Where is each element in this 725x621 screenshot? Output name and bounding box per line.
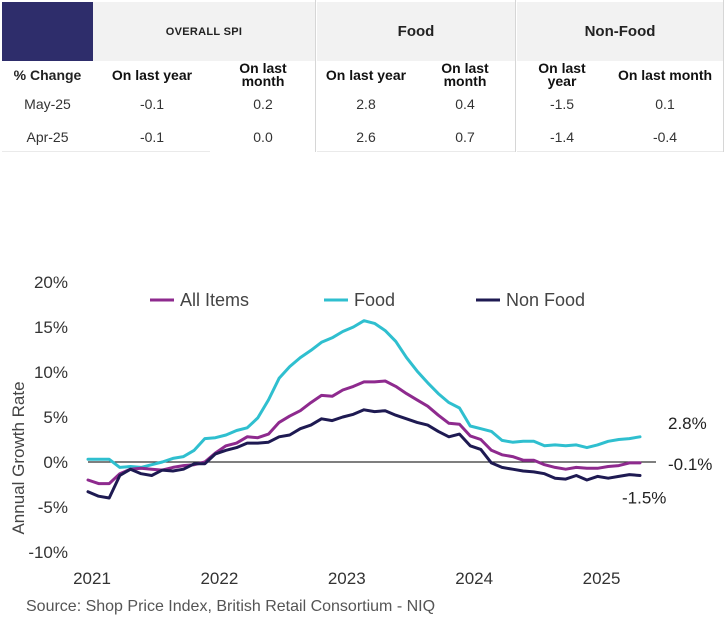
- y-tick-label: 0%: [43, 453, 68, 472]
- row-divider: [2, 151, 210, 152]
- table-cell: -0.1: [139, 96, 165, 112]
- y-tick-label: 5%: [43, 408, 68, 427]
- y-axis-label: Annual Growth Rate: [9, 381, 28, 534]
- table-cell: -1.5: [549, 96, 575, 112]
- pct-change-label: % Change: [13, 67, 82, 83]
- end-value-label: -1.5%: [622, 489, 666, 508]
- x-axis: 2021 2022 2023 2024 2025: [73, 569, 620, 588]
- annual-growth-line-chart: 20%15%10%5%0%-5%-10% 2021 2022 2023 2024 202…: [9, 273, 712, 588]
- table-cell: 0.1: [655, 96, 675, 112]
- table-cell: 0.0: [253, 129, 273, 145]
- nonfood-title: Non-Food: [584, 23, 656, 40]
- table-cell: 0.4: [455, 96, 475, 112]
- table-cell: 0.2: [253, 96, 273, 112]
- table-cell: 0.7: [455, 129, 475, 145]
- legend-label: Non Food: [506, 290, 585, 310]
- legend-label: Food: [354, 290, 395, 310]
- series-lines: [86, 319, 642, 500]
- y-tick-label: -5%: [38, 498, 68, 517]
- table-cell: -1.4: [549, 129, 575, 145]
- legend-label: All Items: [180, 290, 249, 310]
- spi-summary-table: OVERALL SPI Food Non-Food % Change On la…: [0, 0, 725, 160]
- legend: All Items Food Non Food: [150, 290, 585, 310]
- end-value-label: 2.8%: [668, 414, 707, 433]
- food-header: Food: [317, 2, 515, 61]
- x-tick-label: 2022: [200, 569, 238, 588]
- subheader-nonfood-month: On last month: [617, 66, 713, 83]
- table-cell: -0.4: [652, 129, 678, 145]
- y-tick-label: 20%: [34, 273, 68, 292]
- x-tick-label: 2021: [73, 569, 111, 588]
- row-divider: [317, 151, 515, 152]
- brc-logo-block: [2, 2, 93, 61]
- y-axis: 20% 15% 10% 5% 0% -5% -10%: [28, 273, 68, 562]
- row-divider: [517, 151, 723, 152]
- subheader-food-year: On last year: [325, 66, 407, 83]
- table-cell: 2.6: [356, 129, 376, 145]
- subheader-spi-month: On last month: [239, 60, 287, 89]
- column-divider: [315, 0, 316, 152]
- subheader-spi-year: On last year: [111, 66, 193, 83]
- food-title: Food: [397, 23, 435, 40]
- x-tick-label: 2023: [328, 569, 366, 588]
- subheader-food-month: On last month: [441, 60, 489, 89]
- series-line-non-food: [86, 408, 642, 500]
- x-tick-label: 2024: [455, 569, 493, 588]
- table-cell: 2.8: [356, 96, 376, 112]
- series-line-food: [86, 319, 642, 469]
- end-value-label: -0.1%: [668, 455, 712, 474]
- y-tick-label: -10%: [28, 543, 68, 562]
- source-note: Source: Shop Price Index, British Retail…: [26, 598, 436, 615]
- end-labels: -0.1% 2.8% -1.5%: [622, 414, 712, 508]
- table-cell: -0.1: [139, 129, 165, 145]
- column-divider: [723, 0, 724, 152]
- nonfood-header: Non-Food: [517, 2, 723, 61]
- series-line-all-items: [86, 379, 642, 486]
- subheader-nonfood-year: On last year: [538, 60, 586, 89]
- y-tick-label: 10%: [34, 363, 68, 382]
- row-label-may25: May-25: [24, 96, 71, 112]
- x-tick-label: 2025: [583, 569, 621, 588]
- y-tick-label: 15%: [34, 318, 68, 337]
- overall-spi-title: OVERALL SPI: [165, 25, 243, 38]
- row-label-apr25: Apr-25: [26, 129, 69, 145]
- column-divider: [515, 0, 516, 152]
- overall-spi-header: OVERALL SPI: [93, 2, 315, 61]
